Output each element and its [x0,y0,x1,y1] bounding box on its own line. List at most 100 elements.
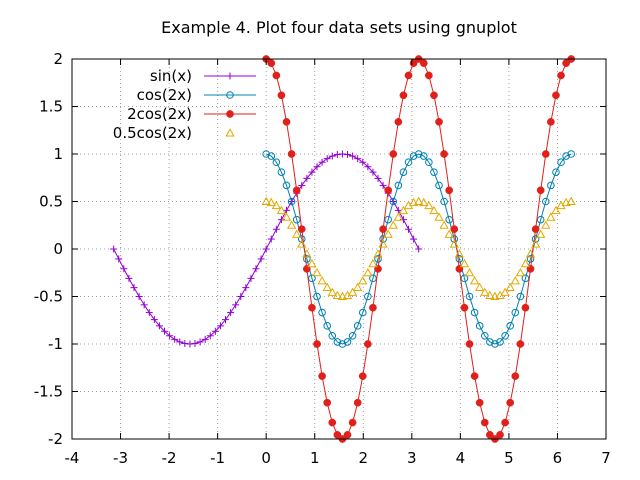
data-point [369,274,377,283]
data-point [404,71,413,80]
data-point [384,186,393,195]
data-point [353,398,362,407]
data-point [557,158,565,167]
data-point [333,151,341,159]
data-point [373,249,383,258]
data-point [439,220,449,229]
data-point [308,168,316,176]
data-point [359,158,367,166]
data-point [536,215,545,224]
data-point [125,274,133,282]
data-point [561,197,571,207]
data-point [424,200,434,210]
data-point [323,155,331,163]
data-point [337,291,348,301]
data-point [318,372,326,380]
data-point [307,258,317,268]
data-point [292,229,302,238]
legend-label: 2cos(2x) [127,105,192,123]
data-point [196,338,204,346]
data-point [541,220,551,229]
legend-label: sin(x) [150,67,192,85]
data-point [511,308,520,317]
data-point [465,340,474,348]
data-point [347,287,358,296]
legend-entry: sin(x) [150,67,256,85]
data-point [480,331,489,340]
data-point [496,430,504,439]
data-point [297,239,307,248]
x-tick-label: -1 [210,449,225,467]
data-point [491,340,499,348]
data-point [516,340,525,348]
data-point [166,332,174,340]
data-point [271,200,281,210]
data-point [547,118,555,126]
data-point [562,59,570,68]
data-point [393,212,404,221]
y-tick-label: -1 [48,335,63,353]
data-point [374,174,382,182]
data-point [161,327,169,335]
data-point [486,338,494,346]
data-point [515,267,526,277]
data-point [530,239,541,248]
data-point [313,163,321,171]
data-point [201,335,209,343]
data-point [399,91,408,100]
data-point [460,274,469,283]
data-point [257,255,265,263]
y-tick-label: -1.5 [34,383,63,401]
data-point [526,255,535,263]
data-point [389,197,398,206]
data-point [414,196,424,206]
data-point [469,275,480,285]
data-point [232,301,240,309]
data-point [440,150,448,158]
data-point [557,71,565,80]
data-point [409,152,418,160]
y-tick-label: -2 [48,430,63,448]
data-point [308,274,316,283]
data-point [348,418,357,427]
data-point [338,150,346,158]
data-point [404,158,413,167]
data-point [459,258,470,268]
data-point [435,118,443,126]
data-point [302,249,312,258]
legend-marker [226,72,234,80]
data-point [276,205,287,215]
data-point [536,229,546,238]
data-point [364,163,372,171]
data-point [449,239,459,248]
data-point [252,265,260,273]
legend-label: cos(2x) [137,86,192,104]
data-point [328,152,336,160]
data-point [333,338,342,346]
data-point [419,59,428,68]
data-point [450,225,459,233]
data-point [506,398,515,407]
data-point [322,282,332,291]
data-point [500,287,510,296]
data-point [505,282,515,291]
data-point [282,118,291,126]
data-point [333,430,342,439]
data-point [430,168,438,176]
data-point [501,418,509,427]
data-point [531,225,540,233]
x-tick-label: 2 [358,449,368,467]
data-point [364,292,372,301]
data-point [394,118,403,126]
x-tick-label: 3 [407,449,417,467]
x-tick-label: 7 [601,449,611,467]
data-point [262,245,270,253]
data-point [277,168,286,176]
data-point [267,59,276,68]
y-tick-label: 2 [53,50,63,68]
data-point [410,235,418,243]
data-point [358,275,368,285]
data-point [266,197,276,207]
data-point [464,267,475,277]
data-point [318,308,326,317]
